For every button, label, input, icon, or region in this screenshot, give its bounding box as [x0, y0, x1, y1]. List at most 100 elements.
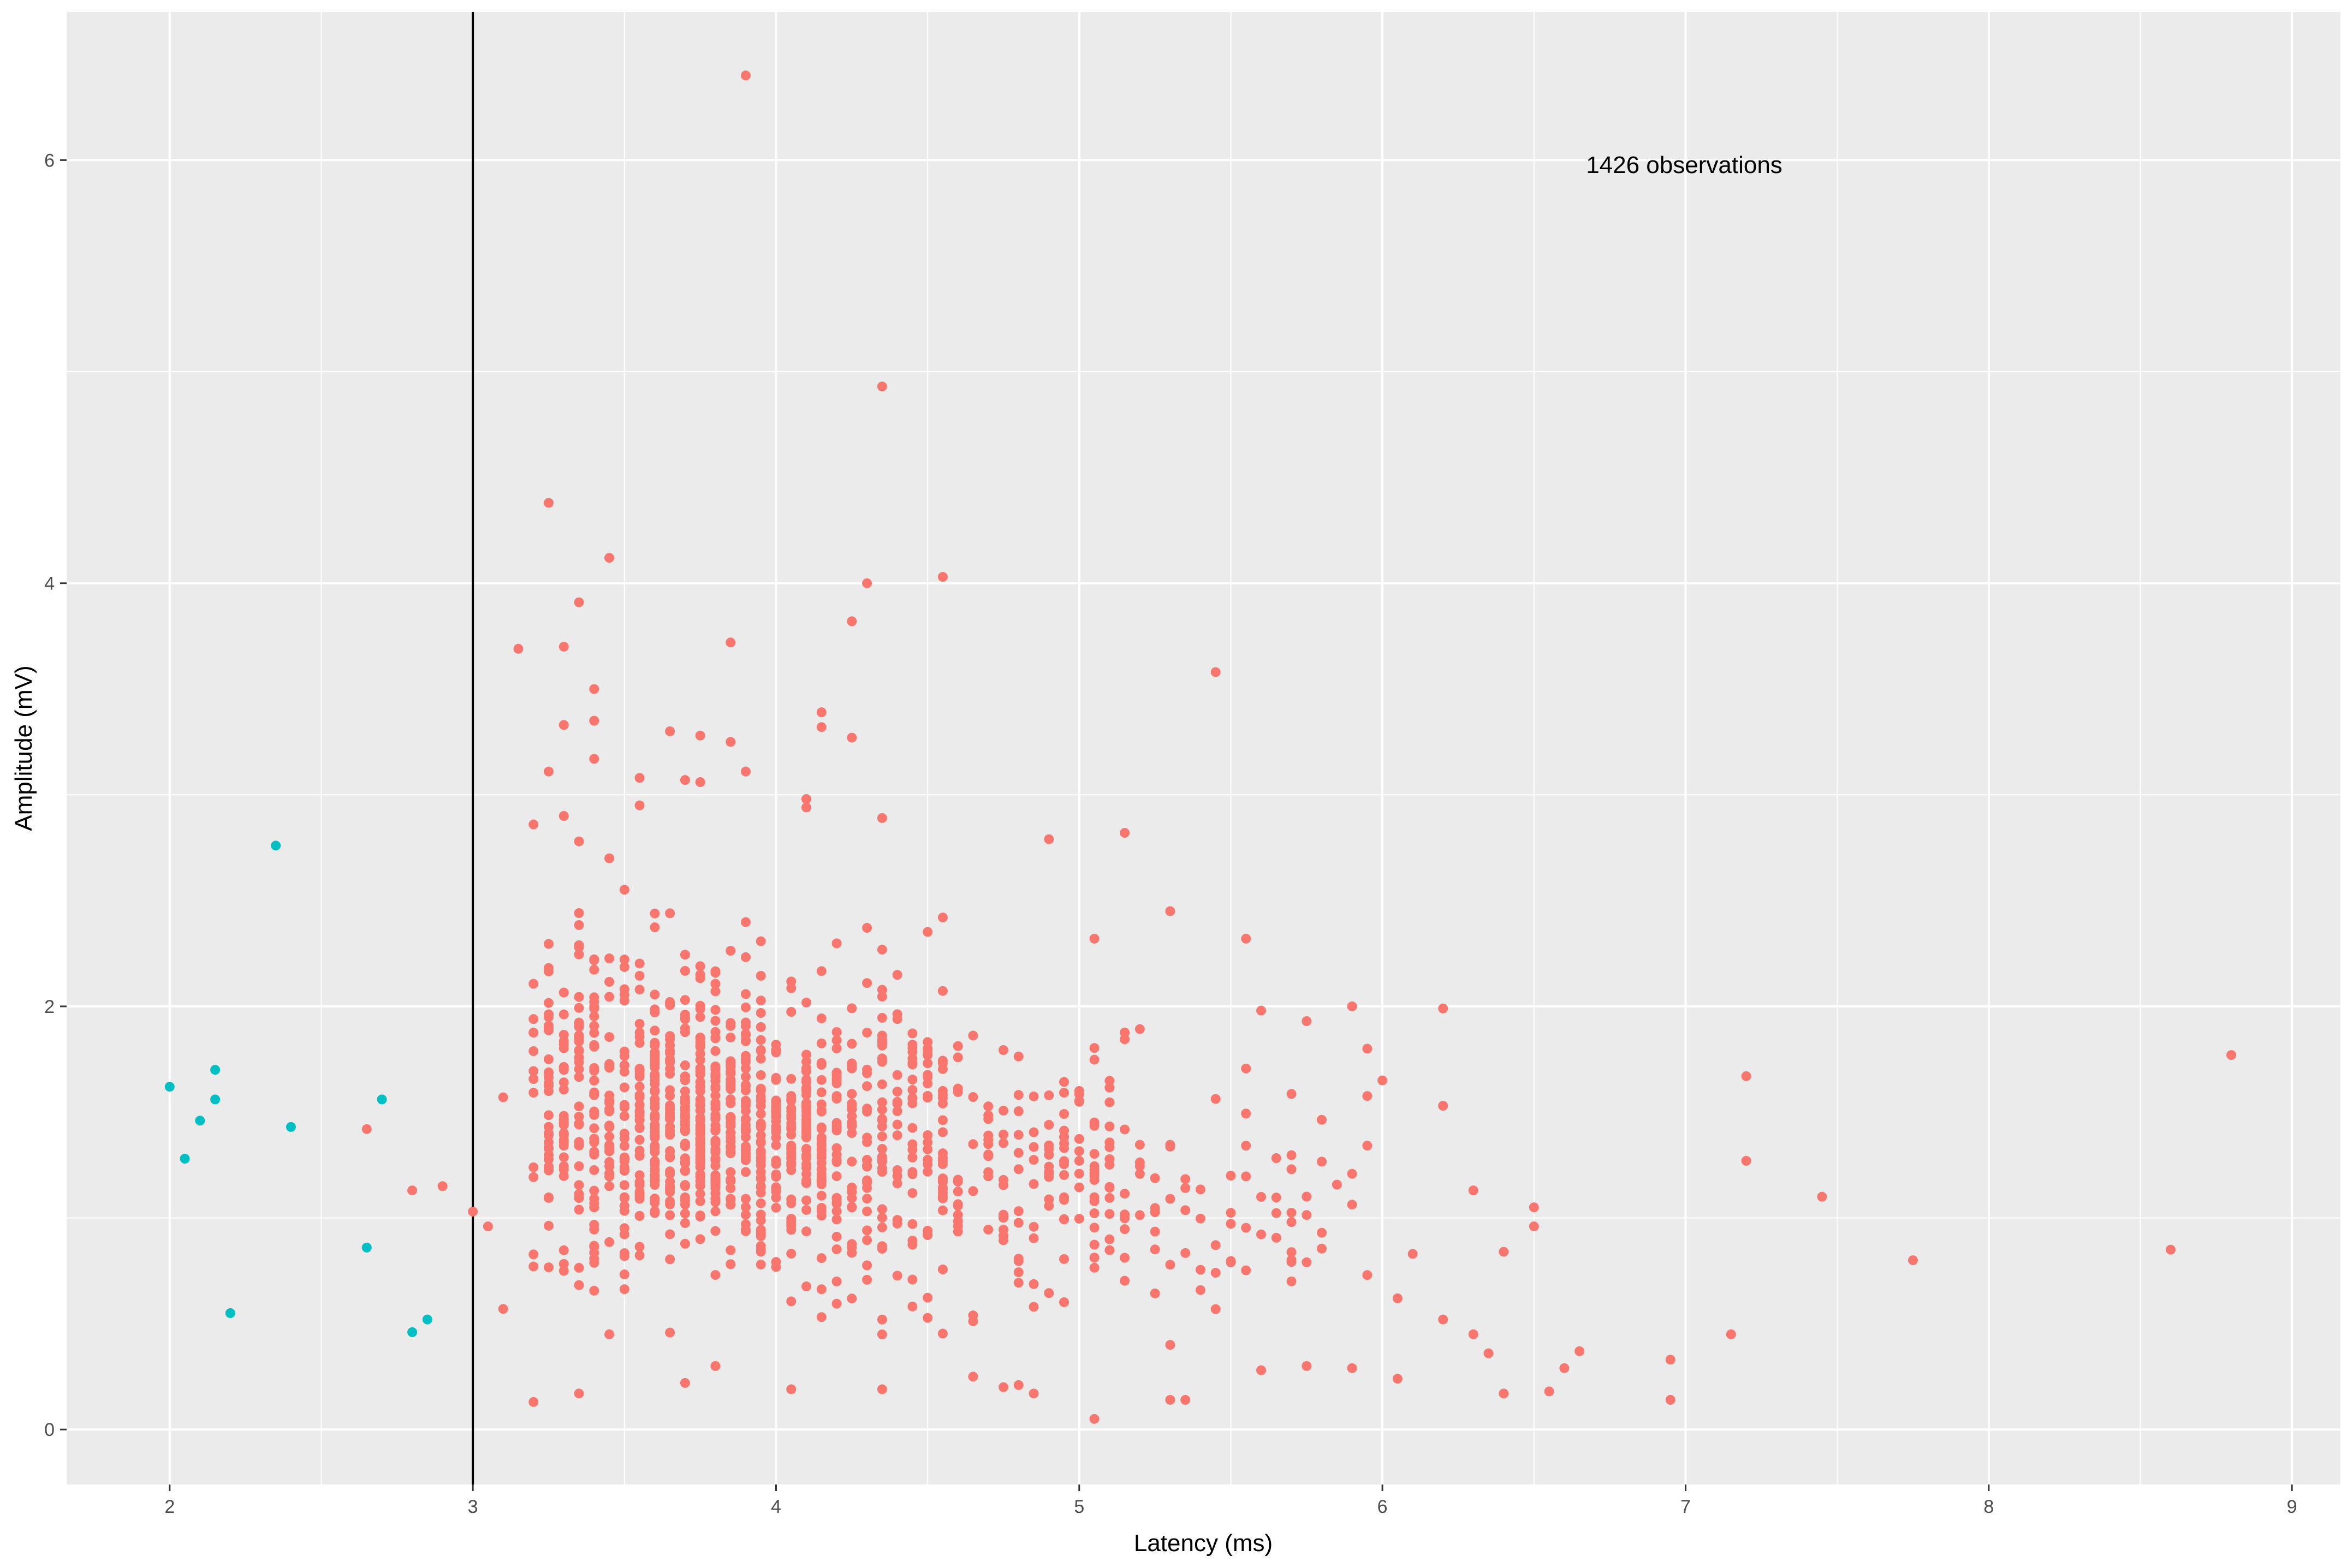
- data-point: [1059, 1131, 1069, 1142]
- data-point: [740, 1154, 751, 1165]
- data-point: [816, 966, 827, 976]
- data-point: [1059, 1088, 1069, 1098]
- data-point: [695, 1212, 705, 1222]
- data-point: [665, 1210, 675, 1220]
- data-point: [831, 1118, 842, 1128]
- data-point: [801, 1195, 812, 1206]
- data-point: [831, 1206, 842, 1217]
- data-point: [923, 1313, 933, 1323]
- data-point: [1029, 1091, 1039, 1101]
- data-point: [695, 1033, 705, 1044]
- data-point: [619, 1111, 629, 1121]
- data-point: [1059, 1170, 1069, 1180]
- data-point: [1104, 1076, 1115, 1086]
- data-point: [558, 1009, 569, 1020]
- data-point: [680, 1192, 690, 1202]
- data-point: [756, 1174, 766, 1184]
- data-point: [1529, 1221, 1539, 1232]
- data-point: [574, 1161, 584, 1171]
- data-point: [650, 1050, 660, 1060]
- data-point: [589, 1202, 599, 1213]
- data-point: [619, 1223, 629, 1233]
- data-point: [801, 1050, 812, 1060]
- data-point: [1286, 1217, 1297, 1227]
- data-point: [1529, 1202, 1539, 1213]
- data-point: [983, 1151, 994, 1161]
- data-point: [528, 1046, 539, 1056]
- data-point: [953, 1210, 963, 1220]
- data-point: [1029, 1279, 1039, 1289]
- data-point: [756, 1181, 766, 1191]
- data-point: [937, 1115, 948, 1125]
- data-point: [907, 1274, 918, 1285]
- data-point: [907, 1028, 918, 1039]
- data-point: [998, 1129, 1008, 1140]
- data-point: [604, 1157, 615, 1167]
- data-point: [953, 1041, 963, 1051]
- data-point: [634, 1150, 645, 1160]
- data-point: [710, 1270, 721, 1280]
- data-point: [558, 1062, 569, 1072]
- data-point: [1908, 1255, 1918, 1266]
- data-point: [710, 1070, 721, 1081]
- data-point: [801, 1131, 812, 1142]
- data-point: [1559, 1363, 1570, 1373]
- data-point: [998, 1180, 1008, 1190]
- data-point: [619, 1154, 629, 1164]
- data-point: [680, 1208, 690, 1219]
- data-point: [680, 1105, 690, 1116]
- data-point: [680, 1023, 690, 1034]
- data-point: [726, 1112, 736, 1122]
- data-point: [164, 1082, 175, 1092]
- data-point: [422, 1314, 432, 1325]
- data-point: [862, 1132, 872, 1143]
- data-point: [726, 1259, 736, 1269]
- data-point: [604, 1106, 615, 1117]
- data-point: [680, 1378, 690, 1388]
- data-point: [1286, 1207, 1297, 1218]
- data-point: [543, 766, 554, 777]
- data-point: [574, 1180, 584, 1190]
- data-point: [1029, 1233, 1039, 1243]
- data-point: [740, 1057, 751, 1067]
- data-point: [892, 1014, 902, 1024]
- data-point: [1074, 1155, 1084, 1166]
- data-point: [1286, 1089, 1297, 1099]
- data-point: [589, 1110, 599, 1120]
- data-point: [756, 1083, 766, 1094]
- data-point: [847, 1039, 857, 1049]
- data-point: [726, 1167, 736, 1177]
- data-point: [650, 1194, 660, 1204]
- data-point: [1104, 1183, 1115, 1193]
- data-point: [558, 1084, 569, 1095]
- data-point: [726, 1176, 736, 1187]
- data-point: [695, 1156, 705, 1167]
- data-point: [968, 1372, 978, 1382]
- data-point: [680, 1238, 690, 1249]
- data-point: [1120, 828, 1130, 838]
- data-point: [513, 643, 524, 654]
- data-point: [1195, 1213, 1205, 1224]
- x-tick-label: 3: [468, 1497, 478, 1517]
- data-point: [574, 1141, 584, 1151]
- data-point: [1210, 1268, 1221, 1278]
- data-point: [1104, 1154, 1115, 1164]
- data-point: [1013, 1051, 1024, 1062]
- data-point: [543, 1143, 554, 1153]
- data-point: [862, 1175, 872, 1185]
- data-point: [680, 1126, 690, 1136]
- data-point: [847, 1293, 857, 1304]
- data-point: [740, 952, 751, 962]
- data-point: [968, 1316, 978, 1326]
- data-point: [695, 777, 705, 788]
- data-point: [1271, 1232, 1281, 1243]
- data-point: [528, 1014, 539, 1024]
- data-point: [2166, 1244, 2176, 1255]
- data-point: [756, 1120, 766, 1131]
- data-point: [1089, 1161, 1100, 1171]
- data-point: [589, 964, 599, 975]
- data-point: [816, 1284, 827, 1295]
- data-point: [619, 1284, 629, 1295]
- data-point: [801, 794, 812, 804]
- data-point: [543, 1122, 554, 1132]
